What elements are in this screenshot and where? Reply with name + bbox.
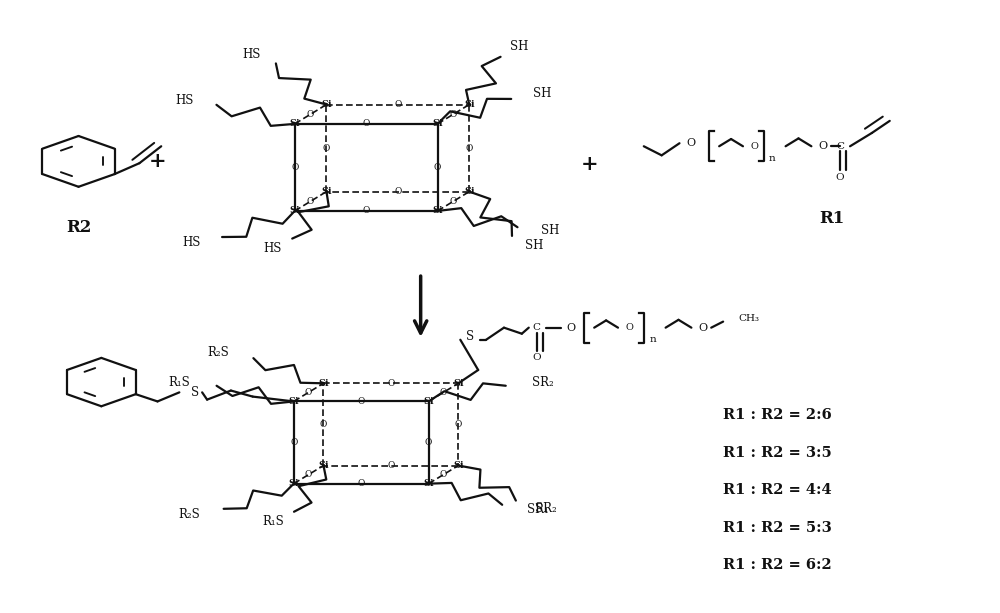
Text: Si: Si	[464, 100, 475, 109]
Text: +: +	[580, 154, 598, 175]
Text: +: +	[149, 151, 167, 172]
Text: S: S	[191, 386, 199, 399]
Text: CH₃: CH₃	[738, 314, 759, 323]
Text: R2: R2	[66, 219, 91, 237]
Text: Si: Si	[321, 187, 332, 196]
Text: O: O	[532, 354, 541, 362]
Text: Si: Si	[423, 397, 434, 406]
Text: O: O	[434, 163, 441, 172]
Text: R1 : R2 = 6:2: R1 : R2 = 6:2	[723, 558, 832, 573]
Text: Si: Si	[453, 461, 464, 470]
Text: O: O	[440, 470, 447, 479]
Text: HS: HS	[264, 242, 282, 255]
Text: Si: Si	[288, 397, 299, 406]
Text: S: S	[466, 330, 474, 343]
Text: C: C	[836, 142, 844, 151]
Text: O: O	[751, 142, 759, 151]
Text: O: O	[362, 120, 370, 128]
Text: R1 : R2 = 3:5: R1 : R2 = 3:5	[723, 446, 832, 460]
Text: HS: HS	[182, 236, 201, 249]
Text: O: O	[307, 110, 314, 119]
Text: Si: Si	[432, 207, 443, 215]
Text: O: O	[305, 388, 312, 397]
Text: C: C	[533, 323, 541, 332]
Text: SH: SH	[533, 87, 551, 100]
Text: O: O	[626, 323, 634, 332]
Text: R1: R1	[820, 210, 845, 227]
Text: O: O	[466, 143, 473, 153]
Text: SR₂: SR₂	[532, 376, 554, 389]
Text: O: O	[455, 420, 462, 429]
Text: O: O	[387, 461, 395, 470]
Text: O: O	[394, 100, 402, 109]
Text: R1 : R2 = 5:3: R1 : R2 = 5:3	[723, 521, 832, 535]
Text: O: O	[567, 322, 576, 333]
Text: Si: Si	[432, 120, 443, 128]
Text: n: n	[768, 154, 775, 163]
Text: Si: Si	[321, 100, 332, 109]
Text: O: O	[687, 139, 696, 148]
Text: Si: Si	[289, 207, 300, 215]
Text: R₂S: R₂S	[178, 508, 200, 521]
Text: SH: SH	[541, 224, 559, 237]
Text: O: O	[291, 163, 298, 172]
Text: R₂S: R₂S	[208, 346, 229, 359]
Text: n: n	[649, 335, 656, 345]
Text: O: O	[357, 479, 365, 488]
Text: SH: SH	[525, 239, 543, 252]
Text: Si: Si	[288, 479, 299, 488]
Text: Si: Si	[464, 187, 475, 196]
Text: O: O	[394, 187, 402, 196]
Text: O: O	[819, 141, 828, 151]
Text: O: O	[425, 438, 432, 447]
Text: HS: HS	[243, 48, 261, 61]
Text: HS: HS	[175, 94, 193, 107]
Text: Si: Si	[289, 120, 300, 128]
Text: O: O	[323, 143, 330, 153]
Text: O: O	[387, 379, 395, 388]
Text: Si: Si	[423, 479, 434, 488]
Text: SR₁: SR₁	[527, 503, 549, 516]
Text: O: O	[290, 438, 297, 447]
Text: R₁S: R₁S	[262, 516, 284, 528]
Text: O: O	[305, 470, 312, 479]
Text: O: O	[307, 197, 314, 206]
Text: O: O	[450, 197, 457, 206]
Text: O: O	[440, 388, 447, 397]
Text: O: O	[362, 207, 370, 215]
Text: R₁S: R₁S	[168, 376, 190, 389]
Text: Si: Si	[318, 461, 329, 470]
Text: R1 : R2 = 2:6: R1 : R2 = 2:6	[723, 408, 832, 422]
Text: O: O	[320, 420, 327, 429]
Text: O: O	[836, 173, 844, 182]
Text: SR₂: SR₂	[535, 502, 557, 515]
Text: Si: Si	[453, 379, 464, 388]
Text: R1 : R2 = 4:4: R1 : R2 = 4:4	[723, 483, 832, 497]
Text: O: O	[450, 110, 457, 119]
Text: SH: SH	[510, 40, 528, 53]
Text: Si: Si	[318, 379, 329, 388]
Text: O: O	[699, 322, 708, 333]
Text: O: O	[357, 397, 365, 406]
